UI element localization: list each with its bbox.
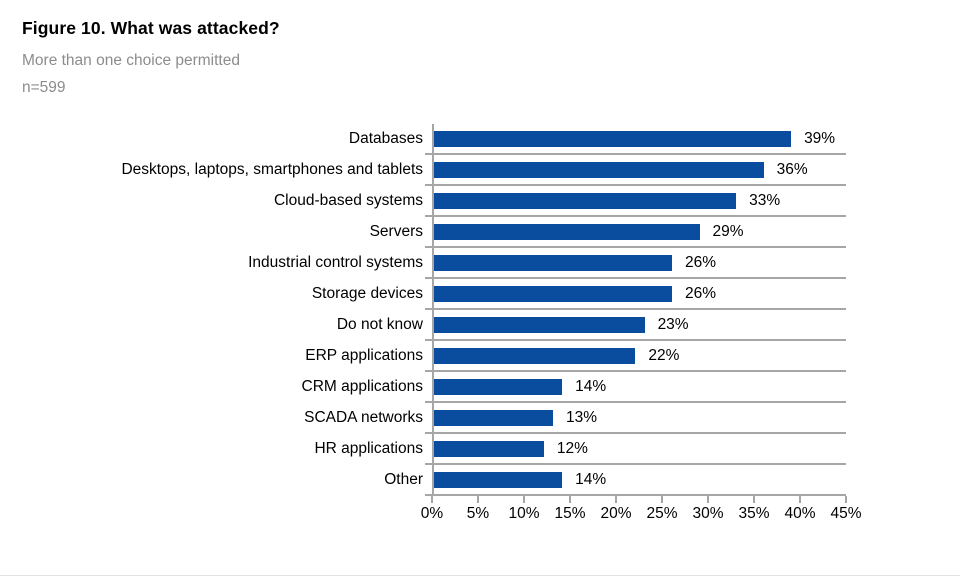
- category-label: Industrial control systems: [248, 254, 423, 271]
- x-tick-label: 35%: [738, 505, 770, 522]
- axis-tick: [706, 496, 709, 503]
- category-label: Other: [384, 471, 423, 488]
- axis-tick: [568, 496, 571, 503]
- bar: [434, 347, 636, 364]
- category-label: Cloud-based systems: [273, 192, 423, 209]
- value-label: 23%: [657, 315, 689, 333]
- chart-row: 39%: [425, 124, 846, 155]
- bar: [434, 223, 700, 240]
- axis-tick: [615, 496, 617, 503]
- value-label: 29%: [712, 222, 744, 240]
- spacer: [22, 496, 432, 503]
- x-tick-label: 40%: [784, 505, 816, 522]
- x-tick-label: 25%: [646, 505, 678, 522]
- bar: [434, 316, 645, 333]
- value-label: 26%: [685, 284, 717, 302]
- x-tick-label: 0%: [420, 505, 444, 522]
- value-label: 12%: [556, 439, 588, 457]
- chart-row: 26%: [425, 279, 846, 310]
- bar: [434, 471, 563, 488]
- value-label: 33%: [749, 191, 781, 209]
- chart-row: 14%: [425, 372, 846, 403]
- chart-row: 29%: [425, 217, 846, 248]
- chart-row: 23%: [425, 310, 846, 341]
- axis-tick: [753, 496, 755, 503]
- x-tick-label: 45%: [830, 505, 862, 522]
- sample-size: n=599: [22, 79, 66, 96]
- x-tick-label: 10%: [508, 505, 540, 522]
- x-tick-label: 30%: [692, 505, 724, 522]
- axis-tick: [799, 496, 801, 503]
- value-label: 36%: [776, 160, 808, 178]
- bar: [434, 254, 673, 271]
- axis-tick: [845, 496, 847, 503]
- category-label: Storage devices: [311, 285, 423, 302]
- value-label: 14%: [575, 377, 607, 395]
- figure-title: Figure 10. What was attacked?: [22, 18, 280, 38]
- figure-subtitle: More than one choice permitted: [22, 52, 240, 69]
- chart-row: 13%: [425, 403, 846, 434]
- bar: [434, 440, 544, 457]
- category-label: Desktops, laptops, smartphones and table…: [121, 161, 423, 178]
- value-label: 13%: [566, 408, 598, 426]
- value-label: 22%: [648, 346, 680, 364]
- bar-chart: Databases 39% Desktops, laptops, smartphon…: [22, 124, 960, 527]
- axis-tick: [477, 496, 479, 503]
- chart-row: 14%: [425, 465, 846, 496]
- chart-row: 12%: [425, 434, 846, 465]
- category-label: HR applications: [314, 440, 423, 457]
- category-label: Servers: [369, 223, 423, 240]
- plot-area: Databases 39% Desktops, laptops, smartphon…: [22, 124, 960, 527]
- x-axis-ticks: [431, 496, 847, 503]
- category-label: CRM applications: [301, 378, 423, 395]
- chart-row: 33%: [425, 186, 846, 217]
- category-label: SCADA networks: [304, 409, 423, 426]
- bar: [434, 378, 563, 395]
- x-tick-label: 5%: [466, 505, 490, 522]
- chart-row: 36%: [425, 155, 846, 186]
- chart-row: 22%: [425, 341, 846, 372]
- value-label: 26%: [685, 253, 717, 271]
- bar: [434, 192, 737, 209]
- value-label: 14%: [575, 470, 607, 488]
- category-label: Databases: [348, 130, 423, 147]
- bar: [434, 409, 554, 426]
- axis-tick: [431, 496, 433, 503]
- bar: [434, 161, 764, 178]
- x-axis-labels: 0% 5% 10% 15% 20% 25% 30% 35% 40% 45%: [421, 505, 862, 527]
- category-label: Do not know: [336, 316, 423, 333]
- category-label: ERP applications: [305, 347, 423, 364]
- bar: [434, 130, 792, 147]
- value-label: 39%: [804, 129, 836, 147]
- axis-tick: [523, 496, 525, 503]
- bar: [434, 285, 673, 302]
- x-tick-label: 20%: [600, 505, 632, 522]
- chart-row: 26%: [425, 248, 846, 279]
- spacer: [22, 503, 432, 527]
- x-tick-label: 15%: [554, 505, 586, 522]
- axis-tick: [661, 496, 663, 503]
